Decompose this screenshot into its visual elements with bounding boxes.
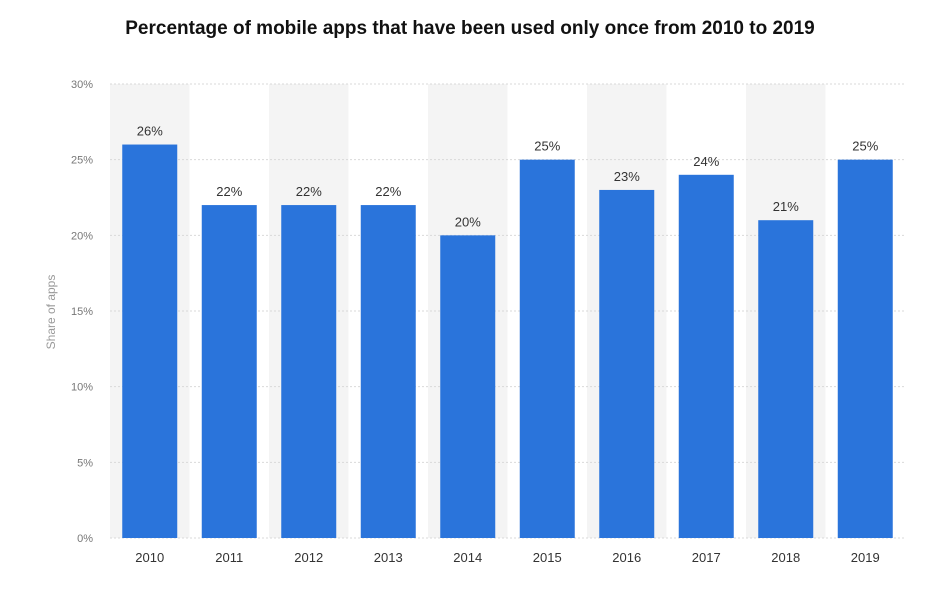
data-label: 22% [296, 184, 322, 199]
bar [837, 159, 893, 538]
bar [758, 220, 814, 538]
x-tick-label: 2018 [771, 550, 800, 565]
bar [201, 205, 257, 539]
bar [281, 205, 337, 539]
x-tick-label: 2012 [294, 550, 323, 565]
y-tick-label: 0% [77, 533, 93, 545]
data-label: 24% [693, 154, 719, 169]
data-label: 21% [773, 199, 799, 214]
data-label: 25% [534, 139, 560, 154]
y-tick-label: 15% [71, 306, 93, 318]
x-tick-label: 2019 [851, 550, 880, 565]
x-tick-label: 2014 [453, 550, 482, 565]
data-label: 26% [137, 124, 163, 139]
y-tick-label: 25% [71, 155, 93, 167]
y-tick-label: 20% [71, 230, 93, 242]
bar [360, 205, 416, 539]
x-tick-label: 2010 [135, 550, 164, 565]
y-tick-label: 30% [71, 79, 93, 91]
x-tick-label: 2016 [612, 550, 641, 565]
bar [519, 159, 575, 538]
chart-title: Percentage of mobile apps that have been… [125, 18, 815, 39]
y-tick-label: 5% [77, 457, 93, 469]
bars [122, 144, 893, 539]
data-label: 22% [375, 184, 401, 199]
x-tick-label: 2011 [215, 550, 243, 565]
x-tick-label: 2015 [533, 550, 562, 565]
y-axis-ticks: 0% 5% 10% 15% 20% 25% 30% [71, 79, 93, 545]
x-tick-label: 2013 [374, 550, 403, 565]
y-tick-label: 10% [71, 382, 93, 394]
x-tick-label: 2017 [692, 550, 721, 565]
data-label: 23% [614, 169, 640, 184]
data-label: 20% [455, 214, 481, 229]
data-label: 22% [216, 184, 242, 199]
data-labels: 26% 22% 22% 22% 20% 25% 23% 24% 21% 25% [137, 124, 879, 230]
bar [678, 174, 734, 539]
x-axis-ticks: 2010 2011 2012 2013 2014 2015 2016 2017 2018 2019 [135, 550, 879, 565]
bar [599, 189, 655, 538]
bar [440, 235, 496, 539]
bar [122, 144, 178, 539]
data-label: 25% [852, 139, 878, 154]
